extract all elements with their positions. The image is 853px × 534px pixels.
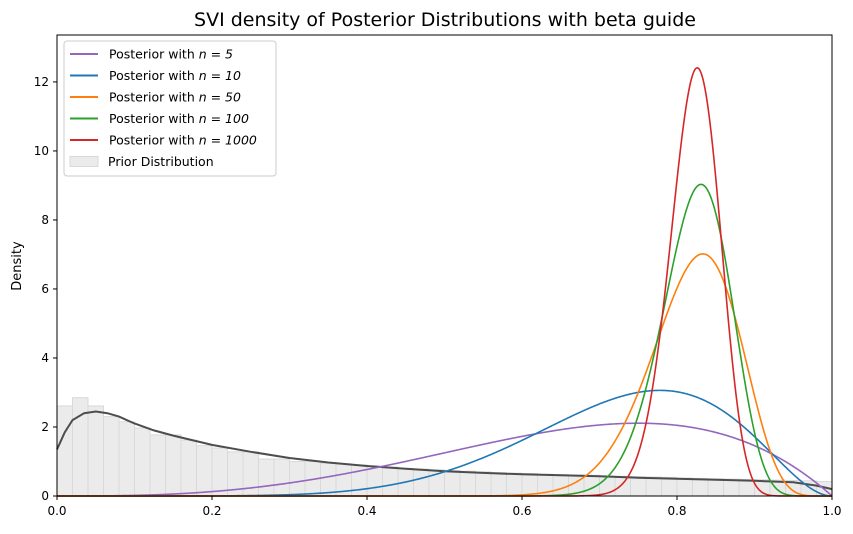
legend: Posterior with n = 5 Posterior with n = 1… <box>63 40 277 177</box>
histogram-bar <box>211 447 228 497</box>
legend-label: Posterior with n = 100 <box>109 111 249 126</box>
histogram-bar <box>320 462 337 497</box>
x-tick-label: 0.6 <box>512 504 531 518</box>
x-tick-label: 0.0 <box>47 504 66 518</box>
axes-frame <box>56 34 833 497</box>
histogram-bar <box>103 416 120 497</box>
y-tick-label: 12 <box>34 75 49 89</box>
histogram-bar <box>258 458 275 497</box>
x-tick-label: 0.4 <box>357 504 376 518</box>
histogram-bar <box>645 476 662 497</box>
histogram-bar <box>413 468 430 497</box>
y-tick-label: 6 <box>41 282 49 296</box>
histogram-bar <box>676 477 693 497</box>
legend-label: Posterior with n = 5 <box>109 47 233 62</box>
y-tick-label: 0 <box>41 489 49 503</box>
y-tick-label: 8 <box>41 213 49 227</box>
y-ticks: 0 2 4 6 8 10 12 <box>34 75 57 503</box>
legend-swatch-prior <box>69 156 99 167</box>
histogram-bar <box>490 472 507 497</box>
histogram-bar <box>382 466 399 497</box>
x-tick-label: 0.2 <box>202 504 221 518</box>
histogram-bar <box>273 458 290 497</box>
y-tick-label: 2 <box>41 420 49 434</box>
histogram-bar <box>242 451 259 497</box>
prior-density-line <box>56 410 833 491</box>
histogram-bar <box>444 469 461 497</box>
x-tick-label: 1.0 <box>822 504 841 518</box>
histogram-bar <box>165 434 182 497</box>
histogram-bar <box>196 445 213 497</box>
legend-box <box>63 40 277 177</box>
histogram-bar <box>707 478 724 497</box>
y-tick-label: 10 <box>34 144 49 158</box>
histogram-bar <box>459 470 476 497</box>
legend-n: n = 50 <box>199 90 241 105</box>
histogram-bar <box>475 471 492 497</box>
histogram-bar <box>366 465 383 497</box>
histogram-bar <box>134 427 151 497</box>
histogram-bar <box>118 421 135 497</box>
legend-n: n = 10 <box>199 68 241 83</box>
histogram-bar <box>149 434 166 497</box>
histogram-bar <box>692 477 709 497</box>
legend-n: n = 1000 <box>199 133 257 148</box>
y-axis-label: Density <box>10 241 25 291</box>
histogram-bar <box>738 478 755 497</box>
prior-histogram <box>56 397 833 497</box>
histogram-bar <box>289 460 306 497</box>
histogram-bar <box>521 473 538 497</box>
histogram-bar <box>661 476 678 497</box>
histogram-bar <box>87 405 104 497</box>
histogram-bar <box>506 472 523 497</box>
histogram-bar <box>723 478 740 497</box>
posterior-line <box>57 422 833 497</box>
x-tick-label: 0.8 <box>667 504 686 518</box>
histogram-bar <box>630 476 647 497</box>
legend-n: n = 5 <box>199 47 233 62</box>
histogram-bar <box>552 474 569 497</box>
legend-label: Posterior with n = 1000 <box>109 133 257 148</box>
legend-label: Posterior with n = 50 <box>109 90 241 105</box>
legend-n: n = 100 <box>199 111 249 126</box>
legend-label: Posterior with n = 10 <box>109 68 241 83</box>
chart-title: SVI density of Posterior Distributions w… <box>194 9 696 31</box>
y-tick-label: 4 <box>41 351 49 365</box>
histogram-bar <box>56 405 73 497</box>
legend-label: Prior Distribution <box>108 154 214 169</box>
histogram-bar <box>614 475 631 497</box>
histogram-bar <box>180 439 197 497</box>
x-ticks: 0.0 0.2 0.4 0.6 0.8 1.0 <box>47 496 842 518</box>
